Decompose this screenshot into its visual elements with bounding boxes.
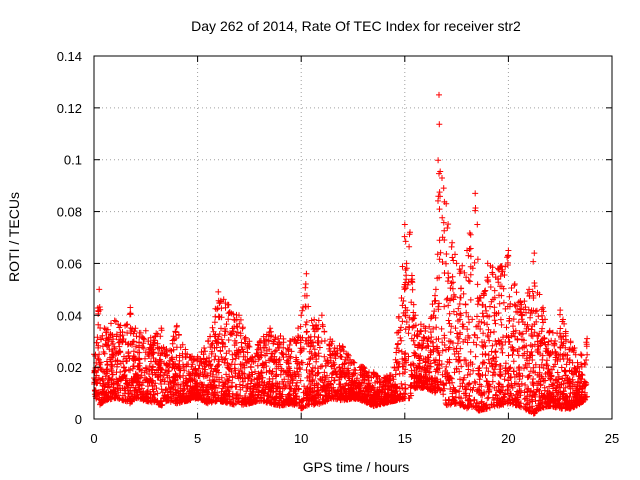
x-tick-label: 20: [501, 431, 515, 446]
data-points: [91, 91, 591, 417]
plot-frame: [93, 55, 613, 420]
y-tick-label: 0.06: [57, 256, 82, 271]
y-tick-label: 0.08: [57, 205, 82, 220]
axis-ticks: 0 5 10 15 20 25 0 0.02 0.04 0.06 0.08 0.1 0.12 0.14: [57, 49, 620, 446]
chart-title: Day 262 of 2014, Rate Of TEC Index for r…: [191, 18, 521, 34]
y-axis-label: ROTI / TECUs: [6, 192, 22, 282]
x-tick-label: 25: [605, 431, 619, 446]
x-tick-label: 5: [194, 431, 201, 446]
x-tick-label: 10: [294, 431, 308, 446]
roti-series-markers: [91, 91, 591, 417]
grid: [94, 56, 612, 419]
y-tick-label: 0.14: [57, 49, 82, 64]
y-tick-label: 0.02: [57, 360, 82, 375]
x-tick-label: 15: [398, 431, 412, 446]
y-tick-label: 0: [75, 412, 82, 427]
x-axis-label: GPS time / hours: [303, 459, 410, 475]
y-tick-label: 0.04: [57, 308, 82, 323]
y-tick-label: 0.1: [64, 153, 82, 168]
x-tick-label: 0: [90, 431, 97, 446]
y-tick-label: 0.12: [57, 101, 82, 116]
